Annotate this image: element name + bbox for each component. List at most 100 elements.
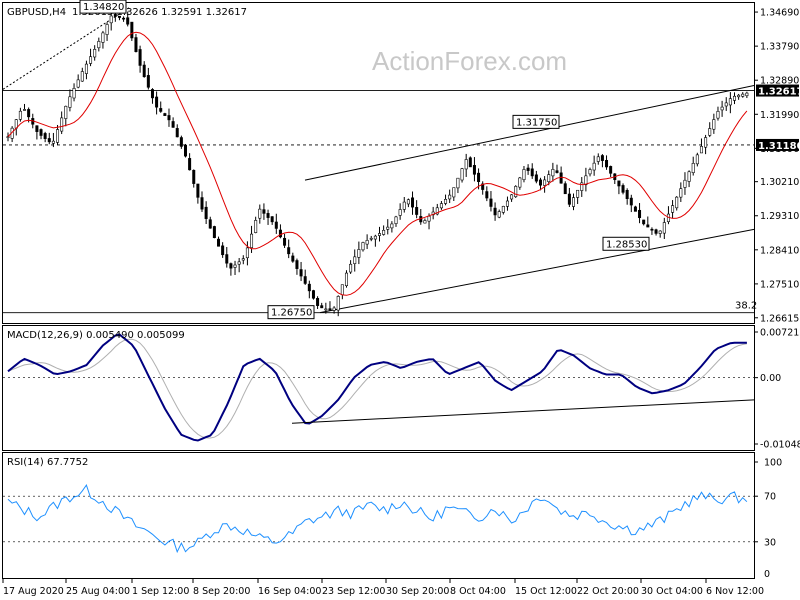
candle-body <box>357 249 361 258</box>
candle-body <box>163 113 167 116</box>
candle-body <box>691 163 695 173</box>
candle-body <box>617 180 621 187</box>
annotation-label: 1.31750 <box>516 117 557 128</box>
x-tick-label: 17 Aug 2020 <box>3 586 64 597</box>
candle-body <box>237 261 241 265</box>
macd-signal-line <box>7 338 747 439</box>
candle-body <box>217 238 221 247</box>
candle-body <box>76 79 80 88</box>
candle-body <box>662 222 666 234</box>
candle-body <box>435 207 439 215</box>
price-tick-label: 1.27510 <box>760 279 799 290</box>
candle-body <box>51 140 55 144</box>
candle-body <box>262 209 266 214</box>
price-annotation: 1.28530 <box>602 236 650 251</box>
macd-series <box>3 333 755 442</box>
candle-body <box>138 49 142 66</box>
candle-body <box>208 219 212 229</box>
price-tick-label: 1.34690 <box>760 8 799 19</box>
candle-body <box>485 191 489 199</box>
candle-body <box>477 172 481 182</box>
candle-body <box>526 167 530 171</box>
price-tick-label: 1.26615 <box>760 313 799 324</box>
candle-body <box>732 95 736 101</box>
x-tick-label: 16 Sep 04:00 <box>258 586 321 597</box>
macd-panel <box>2 325 755 451</box>
candle-body <box>324 308 328 311</box>
candle-body <box>320 305 324 309</box>
candle-body <box>522 169 526 181</box>
annotation-box <box>267 305 315 320</box>
upper-channel-line <box>304 85 755 181</box>
candle-body <box>633 206 637 212</box>
chart-ohlc: 1.32615 1.32626 1.32591 1.32617 <box>72 7 247 18</box>
candle-body <box>745 92 749 97</box>
candle-body <box>609 166 613 174</box>
price-tick-label: 1.28410 <box>760 245 799 256</box>
candle-body <box>332 307 336 311</box>
candle-body <box>642 219 646 225</box>
rsi-tick-label: 30 <box>764 537 776 548</box>
axes: 1.346901.337901.328901.319901.310901.302… <box>2 8 800 597</box>
candle-body <box>576 189 580 198</box>
candle-body <box>481 183 485 190</box>
price-annotation: 1.34820 <box>79 0 127 14</box>
rsi-series <box>3 484 754 554</box>
candle-body <box>518 177 522 188</box>
candle-body <box>406 199 410 205</box>
candle-body <box>353 256 357 264</box>
candle-body <box>68 96 72 108</box>
candle-body <box>233 264 237 268</box>
candle-body <box>460 168 464 181</box>
candle-body <box>47 138 51 143</box>
candle-body <box>741 93 745 97</box>
candle-body <box>427 215 431 222</box>
candle-body <box>361 242 365 251</box>
candle-body <box>295 260 299 269</box>
price-tick-label: 1.33790 <box>760 42 799 53</box>
candle-body <box>212 226 216 239</box>
x-tick-label: 30 Oct 04:00 <box>641 586 703 597</box>
macd-line <box>7 333 747 442</box>
candle-body <box>695 154 699 165</box>
candle-body <box>468 157 472 168</box>
candle-body <box>505 200 509 207</box>
candle-body <box>580 182 584 191</box>
candle-body <box>291 255 295 262</box>
candle-body <box>699 146 703 154</box>
candle-body <box>534 174 538 182</box>
price-annotation: 1.26750 <box>267 305 315 320</box>
candle-body <box>6 136 10 138</box>
candle-body <box>415 207 419 215</box>
candle-body <box>679 188 683 198</box>
candle-body <box>737 94 741 98</box>
candle-body <box>390 223 394 229</box>
candle-body <box>621 185 625 193</box>
candle-body <box>489 198 493 207</box>
candle-body <box>142 64 146 78</box>
candle-body <box>625 190 629 199</box>
candle-body <box>266 213 270 218</box>
x-tick-label: 8 Sep 20:00 <box>193 586 250 597</box>
candle-body <box>80 71 84 82</box>
fib-level-label: 38.2 <box>735 301 757 312</box>
candle-body <box>204 206 208 219</box>
x-tick-label: 25 Aug 04:00 <box>66 586 130 597</box>
candle-body <box>196 183 200 198</box>
candle-body <box>683 179 687 188</box>
candle-body <box>84 63 88 74</box>
candle-body <box>600 155 604 161</box>
price-tick-label: 1.31990 <box>760 110 799 121</box>
candle-body <box>493 207 497 216</box>
candle-body <box>241 258 245 261</box>
candle-body <box>472 165 476 175</box>
candle-body <box>708 128 712 136</box>
candle-body <box>551 169 555 177</box>
candle-body <box>225 254 229 264</box>
candle-body <box>596 156 600 162</box>
price-series: 1.34820 1.31750 1.28530 1.26750 38.2 <box>2 0 757 320</box>
candle-body <box>497 211 501 218</box>
candle-body <box>728 98 732 106</box>
candle-body <box>159 108 163 112</box>
